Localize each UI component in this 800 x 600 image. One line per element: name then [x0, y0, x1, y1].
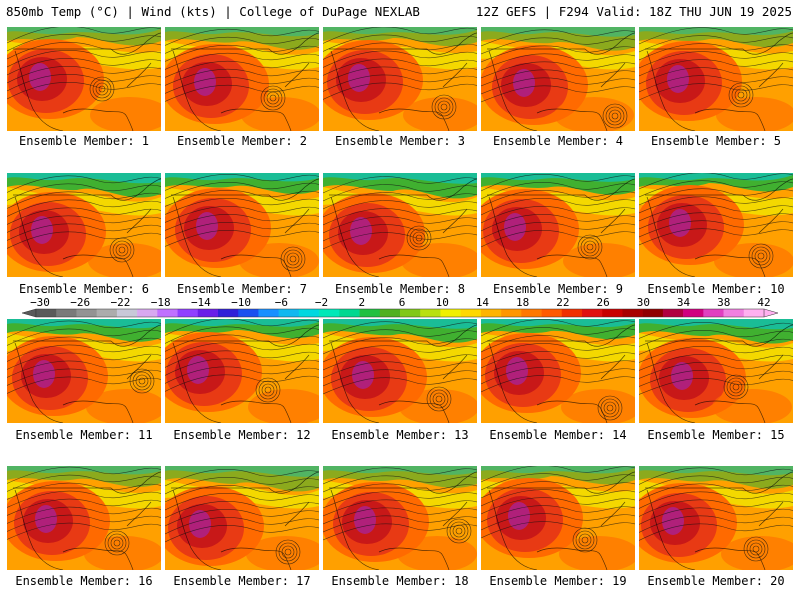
ensemble-member-map — [639, 319, 793, 423]
ensemble-member-map — [481, 466, 635, 570]
colorbar-swatch — [298, 309, 320, 317]
ensemble-member-map — [323, 319, 477, 423]
colorbar-swatch — [420, 309, 441, 317]
colorbar-swatch — [541, 309, 563, 317]
colorbar-tick-label: 18 — [516, 296, 529, 309]
colorbar-swatch — [582, 309, 603, 317]
colorbar-high-arrow — [763, 308, 779, 318]
colorbar-swatch — [339, 309, 360, 317]
colorbar-swatch — [683, 309, 704, 317]
colorbar-tick-label: 30 — [637, 296, 650, 309]
ensemble-member-map — [165, 466, 319, 570]
colorbar-swatch — [703, 309, 724, 317]
colorbar-swatch — [36, 309, 57, 317]
colorbar-swatch — [460, 309, 482, 317]
colorbar-swatch — [602, 309, 623, 317]
ensemble-member-map — [7, 173, 161, 277]
colorbar-swatch — [157, 309, 178, 317]
colorbar-tick-label: −22 — [111, 296, 131, 309]
colorbar-tick-label: 6 — [399, 296, 406, 309]
colorbar-swatch — [359, 309, 381, 317]
ensemble-member-map — [639, 27, 793, 131]
colorbar-swatch — [218, 309, 239, 317]
ensemble-member-map — [481, 173, 635, 277]
ensemble-member-label: Ensemble Member: 8 — [334, 282, 466, 296]
ensemble-member-label: Ensemble Member: 9 — [492, 282, 624, 296]
colorbar-swatch — [480, 309, 502, 317]
colorbar-swatch — [96, 309, 118, 317]
colorbar-swatch — [56, 309, 77, 317]
colorbar-tick-label: 34 — [677, 296, 691, 309]
ensemble-member-label: Ensemble Member: 4 — [492, 134, 624, 148]
colorbar-swatch — [238, 309, 259, 317]
ensemble-member-label: Ensemble Member: 3 — [334, 134, 466, 148]
colorbar-swatch — [319, 309, 340, 317]
colorbar-tick-label: 22 — [556, 296, 569, 309]
colorbar-swatch — [258, 309, 279, 317]
ensemble-member-map — [481, 319, 635, 423]
ensemble-member-label: Ensemble Member: 11 — [15, 428, 153, 442]
colorbar-swatch — [501, 309, 522, 317]
ensemble-member-label: Ensemble Member: 2 — [176, 134, 308, 148]
ensemble-member-map — [7, 27, 161, 131]
colorbar-tick-label: 42 — [757, 296, 770, 309]
ensemble-member-map — [165, 173, 319, 277]
colorbar-tick-label: 26 — [596, 296, 609, 309]
colorbar-tick-label: −2 — [315, 296, 328, 309]
colorbar-tick-label: 10 — [436, 296, 449, 309]
colorbar-swatch — [743, 309, 765, 317]
colorbar-tick-label: −30 — [30, 296, 50, 309]
colorbar-tick-label: −10 — [231, 296, 251, 309]
ensemble-member-label: Ensemble Member: 19 — [489, 574, 627, 588]
ensemble-member-map — [323, 173, 477, 277]
colorbar-swatch — [116, 309, 138, 317]
colorbar-tick-label: 14 — [476, 296, 490, 309]
ensemble-member-label: Ensemble Member: 12 — [173, 428, 311, 442]
ensemble-member-label: Ensemble Member: 7 — [176, 282, 308, 296]
colorbar-tick-label: 38 — [717, 296, 730, 309]
colorbar-swatch — [440, 309, 461, 317]
ensemble-member-map — [165, 27, 319, 131]
colorbar-swatch — [521, 309, 542, 317]
ensemble-member-map — [639, 173, 793, 277]
ensemble-member-map — [165, 319, 319, 423]
colorbar-swatch — [278, 309, 300, 317]
ensemble-member-map — [7, 319, 161, 423]
ensemble-member-map — [323, 27, 477, 131]
ensemble-member-map — [481, 27, 635, 131]
colorbar-swatch — [662, 309, 684, 317]
ensemble-member-label: Ensemble Member: 17 — [173, 574, 311, 588]
ensemble-member-label: Ensemble Member: 14 — [489, 428, 627, 442]
colorbar-swatch — [622, 309, 643, 317]
ensemble-member-map — [7, 466, 161, 570]
colorbar-tick-label: −6 — [275, 296, 288, 309]
ensemble-member-label: Ensemble Member: 6 — [18, 282, 150, 296]
ensemble-member-label: Ensemble Member: 1 — [18, 134, 150, 148]
ensemble-member-label: Ensemble Member: 16 — [15, 574, 153, 588]
chart-title: 850mb Temp (°C) | Wind (kts) | College o… — [6, 4, 420, 19]
ensemble-member-label: Ensemble Member: 5 — [650, 134, 782, 148]
ensemble-member-label: Ensemble Member: 20 — [647, 574, 785, 588]
colorbar-swatch — [400, 309, 421, 317]
colorbar-swatch — [76, 309, 97, 317]
colorbar-swatch — [177, 309, 199, 317]
colorbar-tick-label: −18 — [151, 296, 171, 309]
colorbar-tick-label: −14 — [191, 296, 211, 309]
ensemble-member-map — [323, 466, 477, 570]
colorbar-swatch — [379, 309, 401, 317]
ensemble-member-label: Ensemble Member: 13 — [331, 428, 469, 442]
colorbar-swatch — [197, 309, 219, 317]
colorbar-swatch — [137, 309, 158, 317]
ensemble-member-label: Ensemble Member: 18 — [331, 574, 469, 588]
colorbar-swatch — [723, 309, 745, 317]
colorbar-swatch — [561, 309, 583, 317]
colorbar-swatch — [642, 309, 664, 317]
colorbar-low-arrow — [21, 308, 37, 318]
model-run-info: 12Z GEFS | F294 Valid: 18Z THU JUN 19 20… — [475, 4, 792, 19]
colorbar-tick-label: −26 — [70, 296, 90, 309]
ensemble-member-label: Ensemble Member: 10 — [647, 282, 785, 296]
ensemble-member-map — [639, 466, 793, 570]
colorbar-tick-label: 2 — [358, 296, 365, 309]
ensemble-member-label: Ensemble Member: 15 — [647, 428, 785, 442]
